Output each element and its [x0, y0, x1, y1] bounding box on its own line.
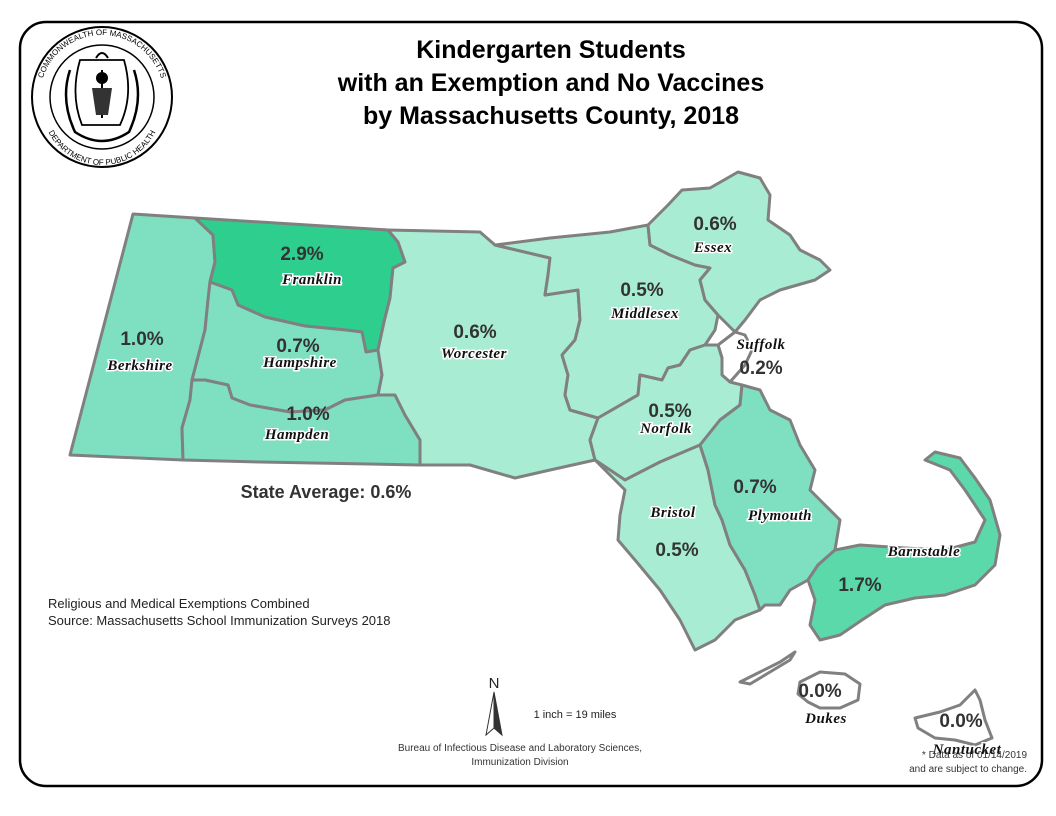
data-note-line-2: and are subject to change. — [909, 764, 1027, 775]
berkshire-pct: 1.0% — [120, 329, 163, 350]
hampshire-pct: 0.7% — [276, 336, 319, 357]
credit-line-2: Immunization Division — [471, 757, 568, 768]
title-line-1: Kindergarten Students — [416, 36, 685, 64]
berkshire-label: Berkshire — [106, 358, 172, 374]
middlesex-pct: 0.5% — [620, 280, 663, 301]
essex-pct: 0.6% — [693, 214, 736, 235]
county-dukes — [796, 670, 862, 710]
worcester-label: Worcester — [441, 346, 507, 362]
title-line-3: by Massachusetts County, 2018 — [363, 102, 739, 130]
data-note-line-1: * Data as of 01/14/2019 — [922, 750, 1028, 761]
state-average: State Average: 0.6% — [241, 482, 412, 502]
north-label: N — [489, 675, 500, 692]
plymouth-label: Plymouth — [748, 508, 812, 524]
norfolk-label: Norfolk — [639, 421, 692, 437]
county-barnstable — [806, 450, 1002, 642]
franklin-pct: 2.9% — [280, 244, 323, 265]
nantucket-label: Nantucket — [932, 742, 1002, 758]
suffolk-pct: 0.2% — [739, 358, 782, 379]
barnstable-label: Barnstable — [887, 544, 961, 560]
hampshire-label: Hampshire — [262, 355, 337, 371]
franklin-label: Franklin — [281, 272, 342, 288]
bristol-label: Bristol — [649, 505, 696, 521]
county-dukes-islands — [738, 650, 797, 686]
credit-line-1: Bureau of Infectious Disease and Laborat… — [398, 743, 642, 754]
county-polygons — [68, 170, 1002, 747]
bristol-pct: 0.5% — [655, 540, 698, 561]
suffolk-label: Suffolk — [736, 337, 785, 353]
north-arrow-icon: N — [485, 675, 503, 737]
plymouth-pct: 0.7% — [733, 477, 776, 498]
hampden-label: Hampden — [264, 427, 329, 443]
dukes-pct: 0.0% — [798, 681, 841, 702]
essex-label: Essex — [693, 240, 732, 256]
barnstable-pct: 1.7% — [838, 575, 881, 596]
dph-seal: COMMONWEALTH OF MASSACHUSETTS DEPARTMENT… — [31, 26, 173, 168]
norfolk-pct: 0.5% — [648, 401, 691, 422]
scale-text: 1 inch = 19 miles — [534, 709, 617, 721]
note-exemptions: Religious and Medical Exemptions Combine… — [48, 596, 310, 611]
county-essex — [646, 170, 832, 334]
dukes-label: Dukes — [804, 711, 847, 727]
middlesex-label: Middlesex — [610, 306, 679, 322]
nantucket-pct: 0.0% — [939, 711, 982, 732]
hampden-pct: 1.0% — [286, 404, 329, 425]
note-source: Source: Massachusetts School Immunizatio… — [48, 613, 391, 628]
worcester-pct: 0.6% — [453, 322, 496, 343]
county-nantucket — [913, 688, 994, 747]
title-line-2: with an Exemption and No Vaccines — [337, 69, 765, 97]
